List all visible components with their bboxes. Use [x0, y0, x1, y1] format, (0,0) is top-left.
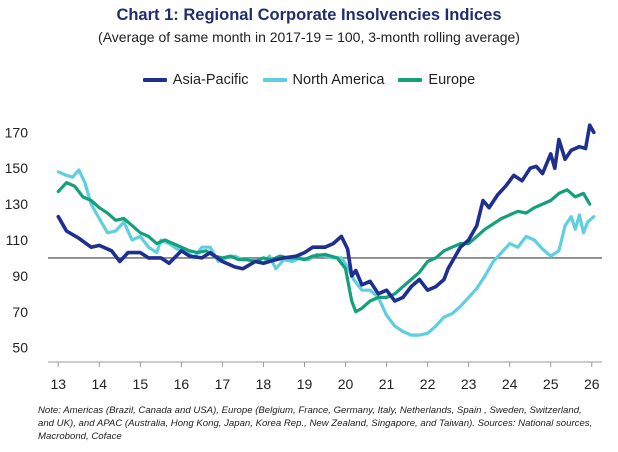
y-tick-label-130: 130	[5, 196, 29, 212]
legend-item-north-america: North America	[262, 72, 385, 88]
x-tick-label-23: 23	[461, 376, 477, 392]
y-tick-label-150: 150	[5, 160, 29, 176]
chart-note: Note: Americas (Brazil, Canada and USA),…	[38, 405, 593, 442]
x-tick-label-21: 21	[379, 376, 395, 392]
plot-area: 50 70 90 110 130 150 170 13 14 15 16 17 18 19 20 21 22 23…	[5, 123, 602, 392]
y-tick-label-90: 90	[12, 268, 28, 284]
x-tick-label-18: 18	[256, 376, 272, 392]
x-tick-label-22: 22	[420, 376, 436, 392]
x-tick-label-19: 19	[297, 376, 313, 392]
series-line-asia-pacific	[56, 123, 596, 303]
x-tick-label-17: 17	[215, 376, 231, 392]
y-tick-label-50: 50	[12, 340, 28, 356]
x-tick-label-20: 20	[338, 376, 354, 392]
x-tick-label-24: 24	[502, 376, 518, 392]
legend-label-north-america: North America	[292, 72, 385, 88]
y-tick-label-110: 110	[6, 232, 29, 248]
legend-swatch-north-america	[262, 78, 287, 82]
x-tick-label-13: 13	[50, 376, 66, 392]
chart-title: Chart 1: Regional Corporate Insolvencies…	[116, 6, 502, 24]
x-tick-label-26: 26	[584, 376, 600, 392]
legend-swatch-asia-pacific	[142, 78, 167, 82]
chart-subtitle: (Average of same month in 2017-19 = 100,…	[98, 29, 520, 45]
legend-item-europe: Europe	[398, 72, 475, 88]
legend-label-europe: Europe	[428, 72, 476, 88]
series-line-europe	[56, 181, 592, 314]
y-tick-label-70: 70	[12, 304, 28, 320]
x-tick-label-25: 25	[543, 376, 559, 392]
legend-swatch-europe	[398, 78, 423, 82]
chart-legend: Asia-Pacific North America Europe	[0, 72, 618, 88]
legend-label-asia-pacific: Asia-Pacific	[172, 72, 249, 88]
y-tick-label-170: 170	[5, 124, 29, 140]
x-tick-label-15: 15	[133, 376, 149, 392]
legend-item-asia-pacific: Asia-Pacific	[142, 72, 249, 88]
x-tick-label-14: 14	[92, 376, 108, 392]
x-tick-label-16: 16	[174, 376, 190, 392]
